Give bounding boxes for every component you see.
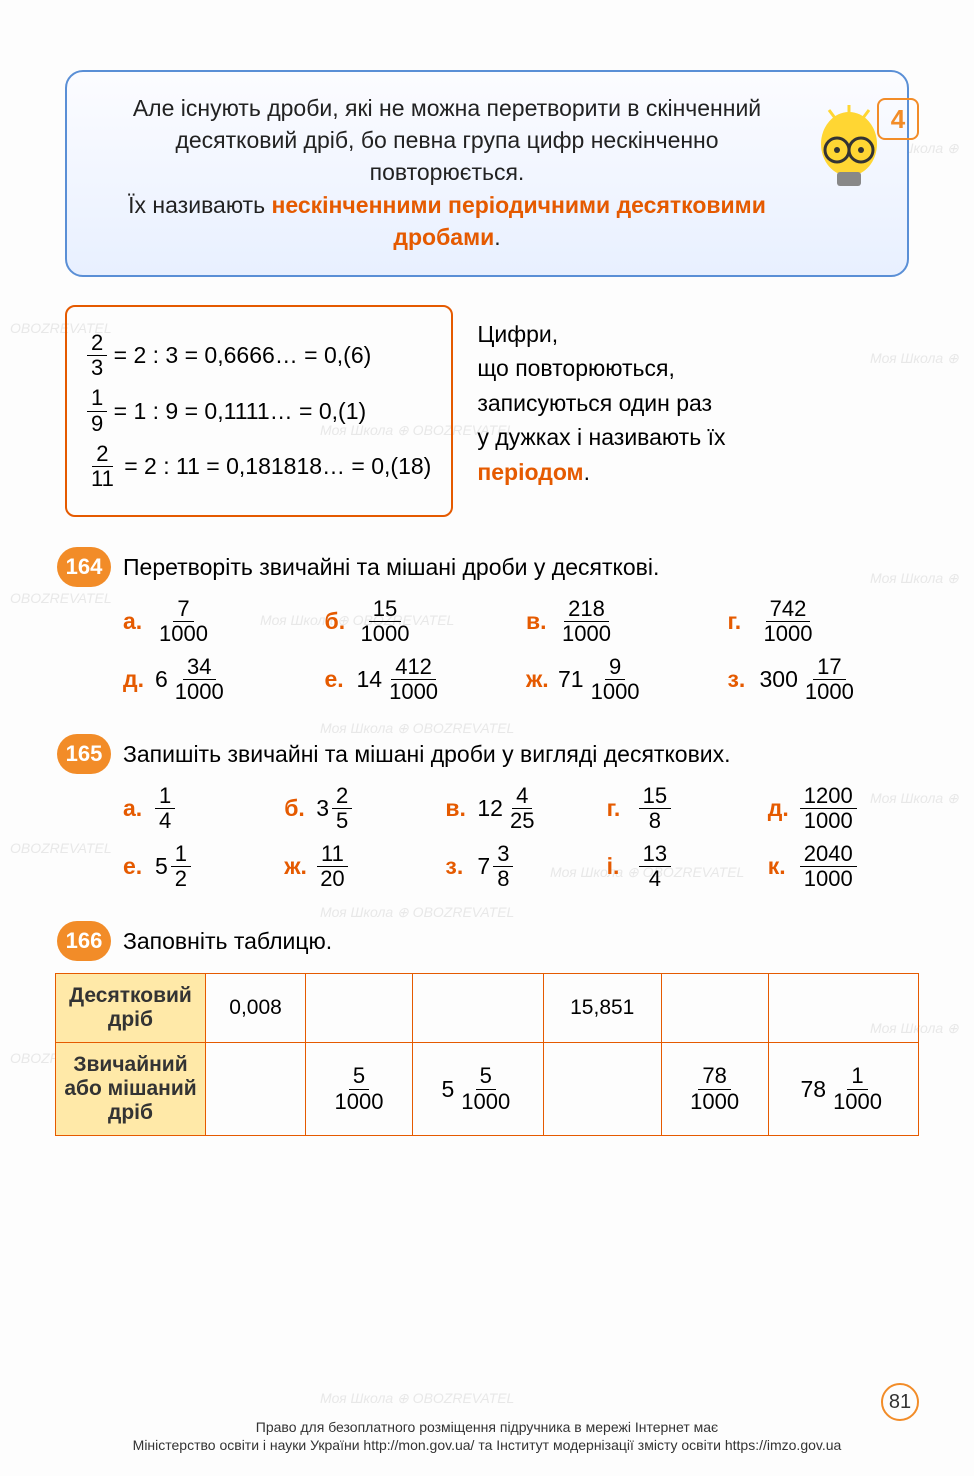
info-l2a: Їх називають (128, 192, 271, 218)
fraction-item: а.71000 (123, 597, 305, 646)
footer-l2: Міністерство освіти і науки України http… (0, 1436, 974, 1454)
table-cell (661, 974, 768, 1043)
exercise-text: Перетворіть звичайні та мішані дроби у д… (123, 551, 909, 583)
fraction-item: з.300171000 (728, 655, 910, 704)
table-cell (768, 974, 919, 1043)
fraction-item: в.12425 (445, 784, 586, 833)
fraction-item: е.144121000 (325, 655, 507, 704)
table-cell: 7811000 (768, 1043, 919, 1136)
chapter-number: 4 (877, 98, 919, 140)
info-highlight: нескінченними періодичними десятковими д… (271, 192, 765, 250)
table-cell (412, 974, 543, 1043)
exercise-number-badge: 166 (57, 921, 111, 961)
table-cell (543, 1043, 661, 1136)
fraction-item: д.6341000 (123, 655, 305, 704)
fraction-item: б.151000 (325, 597, 507, 646)
exercise-165: 165 Запишіть звичайні та мішані дроби у … (65, 738, 909, 891)
table-166: Десятковий дріб 0,008 15,851 Звичайний а… (55, 973, 919, 1136)
fraction-item: б.325 (284, 784, 425, 833)
fraction-item: а.14 (123, 784, 264, 833)
side-l3: записуються один раз (477, 386, 725, 421)
side-l4: у дужках і називають їх (477, 420, 725, 455)
table-cell: 781000 (661, 1043, 768, 1136)
fraction-item: ж.1120 (284, 842, 425, 891)
exercise-text: Запишіть звичайні та мішані дроби у вигл… (123, 738, 909, 770)
table-cell (206, 1043, 306, 1136)
formula-equation: 211 = 2 : 11 = 0,181818… = 0,(18) (87, 442, 431, 491)
fraction-item: д.12001000 (768, 784, 909, 833)
fraction-item: к.20401000 (768, 842, 909, 891)
fraction-item: і.134 (607, 842, 748, 891)
watermark-text: Моя Школа ⊕ OBOZREVATEL (320, 1390, 514, 1407)
exercise-number-badge: 164 (57, 547, 111, 587)
formula-box: 23 = 2 : 3 = 0,6666… = 0,(6) 19 = 1 : 9 =… (65, 305, 453, 517)
table-row1-label: Десятковий дріб (56, 974, 206, 1043)
fraction-item: е.512 (123, 842, 264, 891)
table-cell: 15,851 (543, 974, 661, 1043)
exercise-text: Заповніть таблицю. (123, 925, 909, 957)
fraction-item: в.2181000 (526, 597, 708, 646)
table-cell: 51000 (306, 1043, 413, 1136)
page-number: 81 (881, 1383, 919, 1421)
info-l2c: . (494, 224, 500, 250)
formula-equation: 23 = 2 : 3 = 0,6666… = 0,(6) (87, 331, 431, 380)
footer-l1: Право для безоплатного розміщення підруч… (0, 1418, 974, 1436)
info-line1: Але існують дроби, які не можна перетвор… (97, 92, 797, 189)
fraction-item: г.7421000 (728, 597, 910, 646)
fraction-item: ж.7191000 (526, 655, 708, 704)
watermark-text: Моя Школа ⊕ OBOZREVATEL (320, 904, 514, 921)
period-word: періодом (477, 459, 583, 485)
table-cell: 0,008 (206, 974, 306, 1043)
period-explanation: Цифри, що повторюються, записуються один… (477, 305, 725, 490)
side-l1: Цифри, (477, 317, 725, 352)
table-cell: 551000 (412, 1043, 543, 1136)
fraction-grid-165: а.14 б.325 в.12425 г.158 д.12001000 е.512 ж.11… (123, 784, 909, 891)
fraction-item: г.158 (607, 784, 748, 833)
fraction-item: з.738 (445, 842, 586, 891)
definition-box: Але існують дроби, які не можна перетвор… (65, 70, 909, 277)
formula-equation: 19 = 1 : 9 = 0,1111… = 0,(1) (87, 386, 431, 435)
side-l2: що повторюються, (477, 351, 725, 386)
table-row2-label: Звичайний або мішаний дріб (56, 1043, 206, 1136)
watermark-text: Моя Школа ⊕ OBOZREVATEL (320, 720, 514, 737)
exercise-number-badge: 165 (57, 734, 111, 774)
footer-copyright: Право для безоплатного розміщення підруч… (0, 1418, 974, 1454)
fraction-grid-164: а.71000 б.151000 в.2181000 г.7421000 д.63410… (123, 597, 909, 704)
exercise-166: 166 Заповніть таблицю. (65, 925, 909, 957)
exercise-164: 164 Перетворіть звичайні та мішані дроби… (65, 551, 909, 704)
table-cell (306, 974, 413, 1043)
info-line2: Їх називають нескінченними періодичними … (97, 189, 797, 253)
